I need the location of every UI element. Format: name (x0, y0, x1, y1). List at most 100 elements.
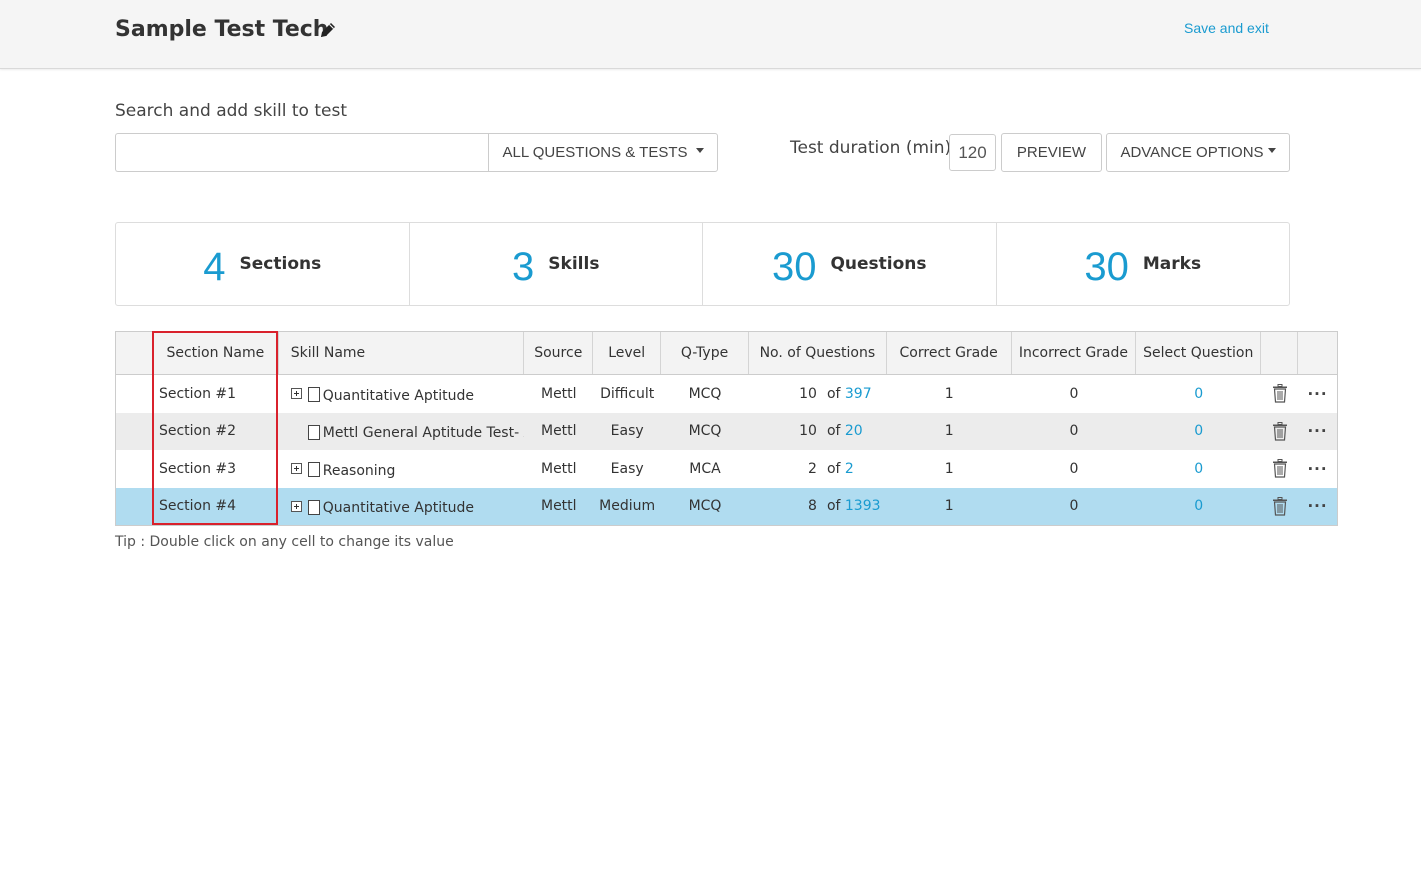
source-cell[interactable]: Mettl (540, 385, 577, 402)
total-questions-link[interactable]: 397 (844, 385, 872, 402)
correct-grade-cell[interactable]: 1 (944, 385, 954, 402)
stat-value: 4 (203, 244, 226, 289)
q-type-cell[interactable]: MCQ (688, 423, 722, 440)
search-label: Search and add skill to test (115, 101, 347, 121)
column-header-level[interactable]: Level (593, 332, 662, 374)
level-cell[interactable]: Easy (610, 460, 644, 477)
column-header-incorrect-grade[interactable]: Incorrect Grade (1012, 332, 1137, 374)
of-label: of (826, 385, 841, 402)
q-type-cell[interactable]: MCQ (688, 385, 722, 402)
expand-icon[interactable] (290, 463, 302, 475)
question-count: 2 (808, 460, 817, 477)
skill-name-cell[interactable]: Quantitative Aptitude (279, 488, 525, 526)
trash-icon[interactable] (1272, 421, 1288, 441)
no-of-questions-cell[interactable]: 10 of 397 (749, 375, 887, 413)
select-question-link[interactable]: 0 (1194, 460, 1204, 477)
select-question-link[interactable]: 0 (1194, 385, 1204, 402)
more-horizontal-icon[interactable]: ··· (1307, 384, 1328, 403)
search-filter-dropdown[interactable]: ALL QUESTIONS & TESTS (488, 133, 718, 172)
q-type-cell[interactable]: MCQ (688, 498, 722, 515)
document-icon (307, 424, 320, 440)
total-questions-link[interactable]: 1393 (844, 498, 881, 515)
source-cell[interactable]: Mettl (540, 460, 577, 477)
trash-icon[interactable] (1272, 459, 1288, 478)
page-title: Sample Test Tech (115, 17, 329, 42)
select-question-link[interactable]: 0 (1194, 498, 1204, 515)
no-of-questions-cell[interactable]: 8 of 1393 (749, 488, 887, 526)
stat-value: 3 (512, 244, 535, 289)
table-row[interactable]: Section #1 Quantitative Aptitude Mettl D… (116, 375, 1337, 413)
column-header-section-name[interactable]: Section Name (153, 332, 279, 374)
trash-icon[interactable] (1272, 496, 1288, 516)
section-name-cell[interactable]: Section #1 (158, 385, 237, 402)
level-cell[interactable]: Difficult (600, 385, 655, 402)
stat-value: 30 (771, 244, 817, 289)
more-horizontal-icon[interactable]: ··· (1307, 459, 1328, 478)
preview-button[interactable]: PREVIEW (1001, 133, 1102, 172)
column-header-q-type[interactable]: Q-Type (661, 332, 749, 374)
more-cell: ··· (1298, 375, 1337, 413)
q-type-cell[interactable]: MCA (689, 460, 721, 477)
column-header-no-of-questions[interactable]: No. of Questions (749, 332, 887, 374)
column-header-skill-name[interactable]: Skill Name (279, 332, 525, 374)
total-questions-link[interactable]: 2 (844, 460, 854, 477)
select-question-link[interactable]: 0 (1194, 423, 1204, 440)
more-horizontal-icon[interactable]: ··· (1307, 497, 1328, 516)
row-selector[interactable] (116, 413, 153, 451)
skill-name: Quantitative Aptitude (322, 387, 474, 404)
incorrect-grade-cell[interactable]: 0 (1069, 460, 1079, 477)
skill-search-input[interactable] (115, 133, 489, 172)
trash-icon[interactable] (1272, 384, 1288, 403)
pencil-icon[interactable] (318, 20, 338, 40)
total-questions-link[interactable]: 20 (844, 423, 863, 440)
level-cell[interactable]: Medium (599, 498, 656, 515)
top-bar: Sample Test Tech Save and exit (0, 0, 1421, 69)
level-cell[interactable]: Easy (610, 423, 644, 440)
correct-grade-cell[interactable]: 1 (944, 498, 954, 515)
caret-down-icon (1267, 148, 1276, 153)
row-selector[interactable] (116, 450, 153, 488)
skill-name: Quantitative Aptitude (322, 500, 474, 517)
correct-grade-cell[interactable]: 1 (944, 423, 954, 440)
source-cell[interactable]: Mettl (540, 498, 577, 515)
column-header-source[interactable]: Source (524, 332, 594, 374)
no-of-questions-cell[interactable]: 10 of 20 (749, 413, 887, 451)
expand-icon[interactable] (290, 388, 302, 400)
table-row[interactable]: Section #2 Mettl General Aptitude Test- … (116, 412, 1337, 451)
skill-name-cell[interactable]: Mettl General Aptitude Test- A (279, 413, 524, 451)
document-icon (307, 499, 320, 515)
stat-label: Sections (239, 254, 322, 274)
skill-name-cell[interactable]: Quantitative Aptitude (279, 375, 525, 413)
stat-questions: 30 Questions (703, 223, 997, 305)
no-of-questions-cell[interactable]: 2 of 2 (749, 450, 887, 488)
more-horizontal-icon[interactable]: ··· (1307, 422, 1328, 441)
table-row[interactable]: Section #4 Quantitative Aptitude Mettl M… (116, 487, 1337, 526)
expand-icon[interactable] (290, 500, 302, 512)
delete-cell (1261, 375, 1298, 413)
of-label: of (826, 460, 841, 477)
save-and-exit-link[interactable]: Save and exit (1184, 20, 1269, 36)
section-name-cell[interactable]: Section #2 (158, 423, 237, 440)
section-name-cell[interactable]: Section #4 (158, 498, 237, 515)
incorrect-grade-cell[interactable]: 0 (1069, 423, 1079, 440)
incorrect-grade-cell[interactable]: 0 (1069, 498, 1079, 515)
section-name-cell[interactable]: Section #3 (158, 460, 237, 477)
delete-cell (1261, 413, 1298, 451)
question-count: 10 (799, 423, 817, 440)
column-header-correct-grade[interactable]: Correct Grade (887, 332, 1012, 374)
of-label: of (826, 498, 841, 515)
source-cell[interactable]: Mettl (540, 423, 577, 440)
skill-name-cell[interactable]: Reasoning (279, 450, 525, 488)
table-header-row: Section Name Skill Name Source Level Q-T… (116, 332, 1337, 375)
row-selector[interactable] (116, 488, 153, 526)
column-header-select-question[interactable]: Select Question (1136, 332, 1262, 374)
row-selector[interactable] (116, 375, 153, 413)
correct-grade-cell[interactable]: 1 (944, 460, 954, 477)
more-cell: ··· (1298, 413, 1337, 451)
test-duration-input[interactable]: 120 (949, 134, 996, 171)
advance-options-dropdown[interactable]: ADVANCE OPTIONS (1106, 133, 1290, 172)
table-row[interactable]: Section #3 Reasoning Mettl Easy MCA 2 of… (116, 450, 1337, 488)
question-count: 8 (808, 498, 817, 515)
column-header-delete (1261, 332, 1299, 374)
incorrect-grade-cell[interactable]: 0 (1069, 385, 1079, 402)
